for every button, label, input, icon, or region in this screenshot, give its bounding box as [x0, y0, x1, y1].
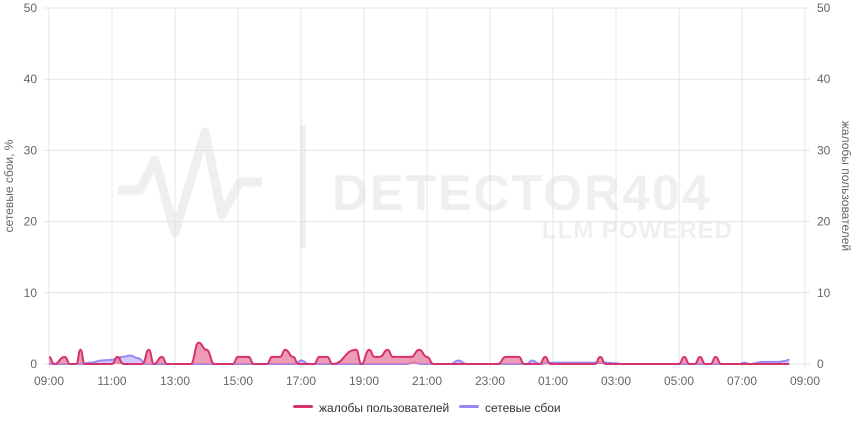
- legend: жалобы пользователей сетевые сбои: [293, 401, 561, 415]
- y-left-tick-label: 20: [24, 215, 38, 229]
- y-left-tick-label: 40: [24, 72, 38, 86]
- watermark-brand: DETECTOR404: [332, 165, 712, 221]
- legend-label-complaints: жалобы пользователей: [319, 401, 449, 415]
- legend-item-complaints[interactable]: жалобы пользователей: [293, 401, 449, 415]
- x-tick-label: 09:00: [34, 374, 64, 388]
- x-tick-label: 21:00: [412, 374, 442, 388]
- x-tick-label: 07:00: [727, 374, 757, 388]
- y-left-tick-label: 30: [24, 143, 38, 157]
- y-left-tick-label: 50: [24, 1, 38, 15]
- y-right-tick-label: 0: [817, 357, 824, 371]
- x-tick-label: 19:00: [349, 374, 379, 388]
- y-left-label: сетевые сбои, %: [2, 139, 16, 232]
- watermark-logo: DETECTOR404 LLM POWERED: [118, 125, 733, 248]
- y-right-label: жалобы пользователей: [839, 121, 853, 251]
- watermark-tagline: LLM POWERED: [542, 217, 733, 244]
- x-tick-label: 15:00: [223, 374, 253, 388]
- series-layer: [48, 341, 790, 366]
- series-line: [48, 341, 790, 366]
- x-tick-label: 09:00: [790, 374, 820, 388]
- x-tick-label: 13:00: [160, 374, 190, 388]
- y-right-tick-label: 10: [817, 286, 831, 300]
- legend-swatch-network: [459, 405, 479, 408]
- x-tick-label: 01:00: [538, 374, 568, 388]
- x-tick-label: 23:00: [475, 374, 505, 388]
- series-area: [49, 342, 790, 364]
- x-tick-label: 17:00: [286, 374, 316, 388]
- y-right-tick-label: 40: [817, 72, 831, 86]
- x-tick-label: 05:00: [664, 374, 694, 388]
- y-right-tick-label: 20: [817, 215, 831, 229]
- y-right-tick-label: 30: [817, 143, 831, 157]
- legend-label-network: сетевые сбои: [485, 401, 561, 415]
- ticks: 09:00 11:00 13:00 15:00 17:00 19:00 21:00 23:00…: [24, 1, 831, 388]
- x-tick-label: 11:00: [97, 374, 126, 388]
- legend-item-network[interactable]: сетевые сбои: [459, 401, 561, 415]
- legend-swatch-complaints: [293, 405, 313, 408]
- y-right-tick-label: 50: [817, 1, 831, 15]
- y-left-tick-label: 0: [30, 357, 37, 371]
- y-left-tick-label: 10: [24, 286, 38, 300]
- x-tick-label: 03:00: [601, 374, 631, 388]
